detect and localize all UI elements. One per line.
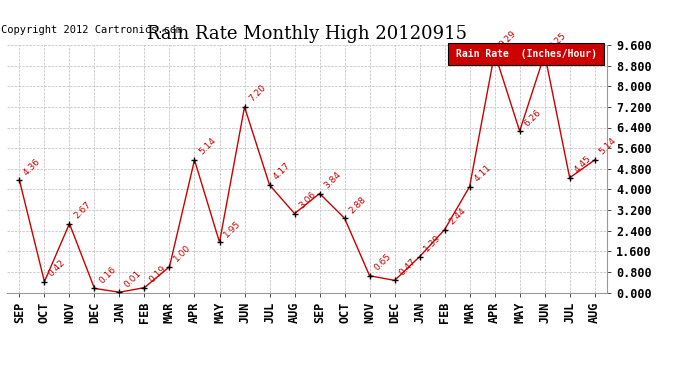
Text: 0.42: 0.42: [47, 258, 68, 279]
Text: 5.14: 5.14: [598, 136, 618, 157]
Text: 2.44: 2.44: [447, 206, 467, 226]
Text: 4.45: 4.45: [572, 154, 593, 175]
Text: 0.16: 0.16: [97, 265, 117, 285]
Text: 5.14: 5.14: [197, 136, 217, 157]
Text: 4.36: 4.36: [22, 156, 42, 177]
Text: 1.95: 1.95: [222, 219, 243, 239]
Text: 3.06: 3.06: [297, 190, 317, 210]
Text: 1.00: 1.00: [172, 243, 193, 264]
Text: 0.01: 0.01: [122, 268, 143, 289]
Text: 4.11: 4.11: [472, 163, 493, 183]
Text: 9.25: 9.25: [547, 30, 568, 51]
Text: 9.29: 9.29: [497, 29, 518, 50]
Title: Rain Rate Monthly High 20120915: Rain Rate Monthly High 20120915: [147, 26, 467, 44]
Text: Copyright 2012 Cartronics.com: Copyright 2012 Cartronics.com: [1, 25, 182, 35]
Text: 0.47: 0.47: [397, 257, 417, 277]
Text: 0.65: 0.65: [372, 252, 393, 273]
Text: Rain Rate  (Inches/Hour): Rain Rate (Inches/Hour): [455, 49, 597, 58]
Text: 1.39: 1.39: [422, 233, 443, 254]
Text: 2.67: 2.67: [72, 200, 92, 220]
Text: 2.88: 2.88: [347, 195, 368, 215]
Text: 3.84: 3.84: [322, 170, 342, 190]
Text: 4.17: 4.17: [272, 161, 293, 182]
Text: 0.19: 0.19: [147, 264, 168, 285]
Text: 7.20: 7.20: [247, 83, 268, 104]
FancyBboxPatch shape: [448, 42, 604, 65]
Text: 6.26: 6.26: [522, 108, 542, 128]
